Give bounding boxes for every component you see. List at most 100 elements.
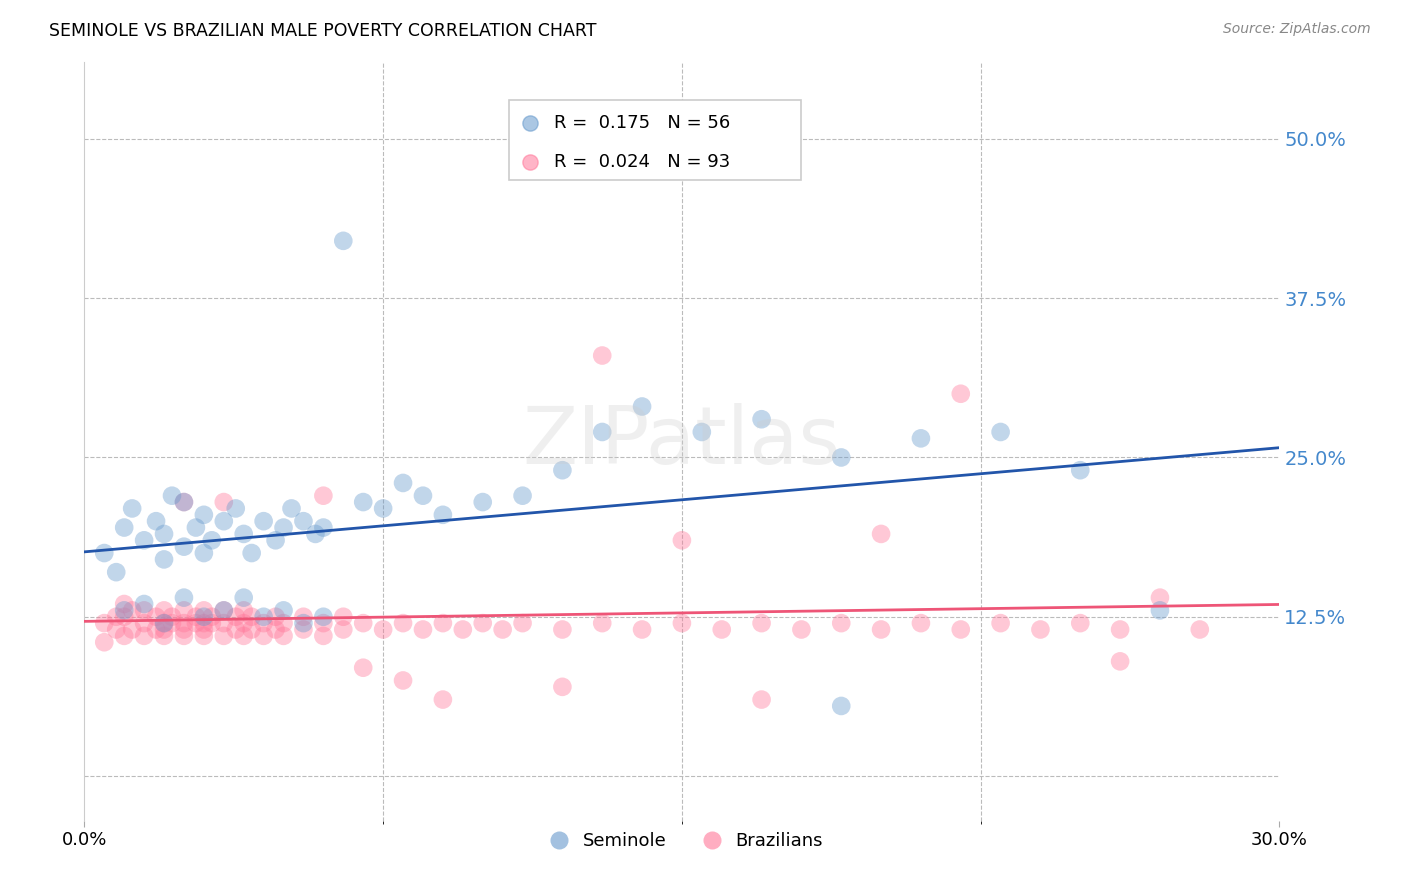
Point — [1069, 463, 1091, 477]
Point — [352, 616, 374, 631]
Point — [1029, 623, 1052, 637]
Point — [253, 514, 276, 528]
Point — [160, 616, 183, 631]
Point — [292, 623, 315, 637]
Point — [201, 533, 224, 548]
Point — [121, 603, 143, 617]
Point — [160, 609, 183, 624]
Point — [153, 629, 176, 643]
Point — [112, 520, 135, 534]
Point — [1149, 603, 1171, 617]
Point — [132, 616, 156, 631]
Point — [870, 527, 893, 541]
Point — [132, 597, 156, 611]
Point — [312, 629, 335, 643]
Point — [292, 514, 315, 528]
Point — [332, 609, 354, 624]
Point — [451, 623, 474, 637]
Point — [121, 501, 143, 516]
Point — [273, 520, 295, 534]
Point — [93, 616, 115, 631]
Point — [304, 527, 326, 541]
Point — [352, 495, 374, 509]
Point — [512, 616, 534, 631]
Point — [273, 603, 295, 617]
Point — [153, 623, 176, 637]
Point — [212, 495, 235, 509]
Point — [201, 609, 224, 624]
Point — [373, 501, 395, 516]
Point — [332, 234, 354, 248]
Point — [212, 603, 235, 617]
Point — [631, 623, 654, 637]
Point — [471, 495, 494, 509]
Point — [990, 425, 1012, 439]
Point — [173, 495, 195, 509]
Point — [112, 597, 135, 611]
Point — [132, 603, 156, 617]
Point — [373, 623, 395, 637]
Point — [432, 692, 454, 706]
Point — [751, 692, 773, 706]
Point — [173, 591, 195, 605]
Point — [312, 489, 335, 503]
Point — [312, 616, 335, 631]
Point — [591, 425, 613, 439]
Point — [392, 616, 415, 631]
Point — [121, 623, 143, 637]
Point — [184, 609, 207, 624]
Point — [253, 609, 276, 624]
Point — [145, 514, 167, 528]
Point — [145, 623, 167, 637]
Point — [193, 623, 215, 637]
Legend: Seminole, Brazilians: Seminole, Brazilians — [534, 825, 830, 857]
Point — [671, 616, 693, 631]
Point — [830, 616, 852, 631]
Point — [710, 623, 733, 637]
Point — [184, 520, 207, 534]
Point — [273, 629, 295, 643]
Point — [212, 514, 235, 528]
Point — [112, 629, 135, 643]
Point — [1109, 623, 1132, 637]
Point — [153, 552, 176, 566]
FancyBboxPatch shape — [509, 101, 801, 180]
Point — [631, 400, 654, 414]
Text: Source: ZipAtlas.com: Source: ZipAtlas.com — [1223, 22, 1371, 37]
Point — [240, 546, 263, 560]
Point — [551, 623, 574, 637]
Point — [273, 616, 295, 631]
Point — [173, 495, 195, 509]
Point — [93, 546, 115, 560]
Point — [830, 698, 852, 713]
Point — [264, 609, 287, 624]
Point — [1109, 654, 1132, 668]
Point — [232, 629, 254, 643]
Text: R =  0.175   N = 56: R = 0.175 N = 56 — [554, 113, 730, 132]
Point — [184, 616, 207, 631]
Point — [132, 629, 156, 643]
Text: SEMINOLE VS BRAZILIAN MALE POVERTY CORRELATION CHART: SEMINOLE VS BRAZILIAN MALE POVERTY CORRE… — [49, 22, 596, 40]
Point — [751, 412, 773, 426]
Point — [412, 623, 434, 637]
Point — [240, 623, 263, 637]
Point — [591, 349, 613, 363]
Point — [910, 616, 932, 631]
Point — [1069, 616, 1091, 631]
Point — [412, 489, 434, 503]
Point — [253, 629, 276, 643]
Point — [212, 629, 235, 643]
Point — [312, 520, 335, 534]
Point — [551, 680, 574, 694]
Point — [105, 609, 128, 624]
Point — [232, 527, 254, 541]
Point — [193, 603, 215, 617]
Point — [591, 616, 613, 631]
Point — [392, 673, 415, 688]
Point — [153, 616, 176, 631]
Point — [830, 450, 852, 465]
Point — [225, 501, 247, 516]
Point — [990, 616, 1012, 631]
Point — [332, 623, 354, 637]
Point — [193, 508, 215, 522]
